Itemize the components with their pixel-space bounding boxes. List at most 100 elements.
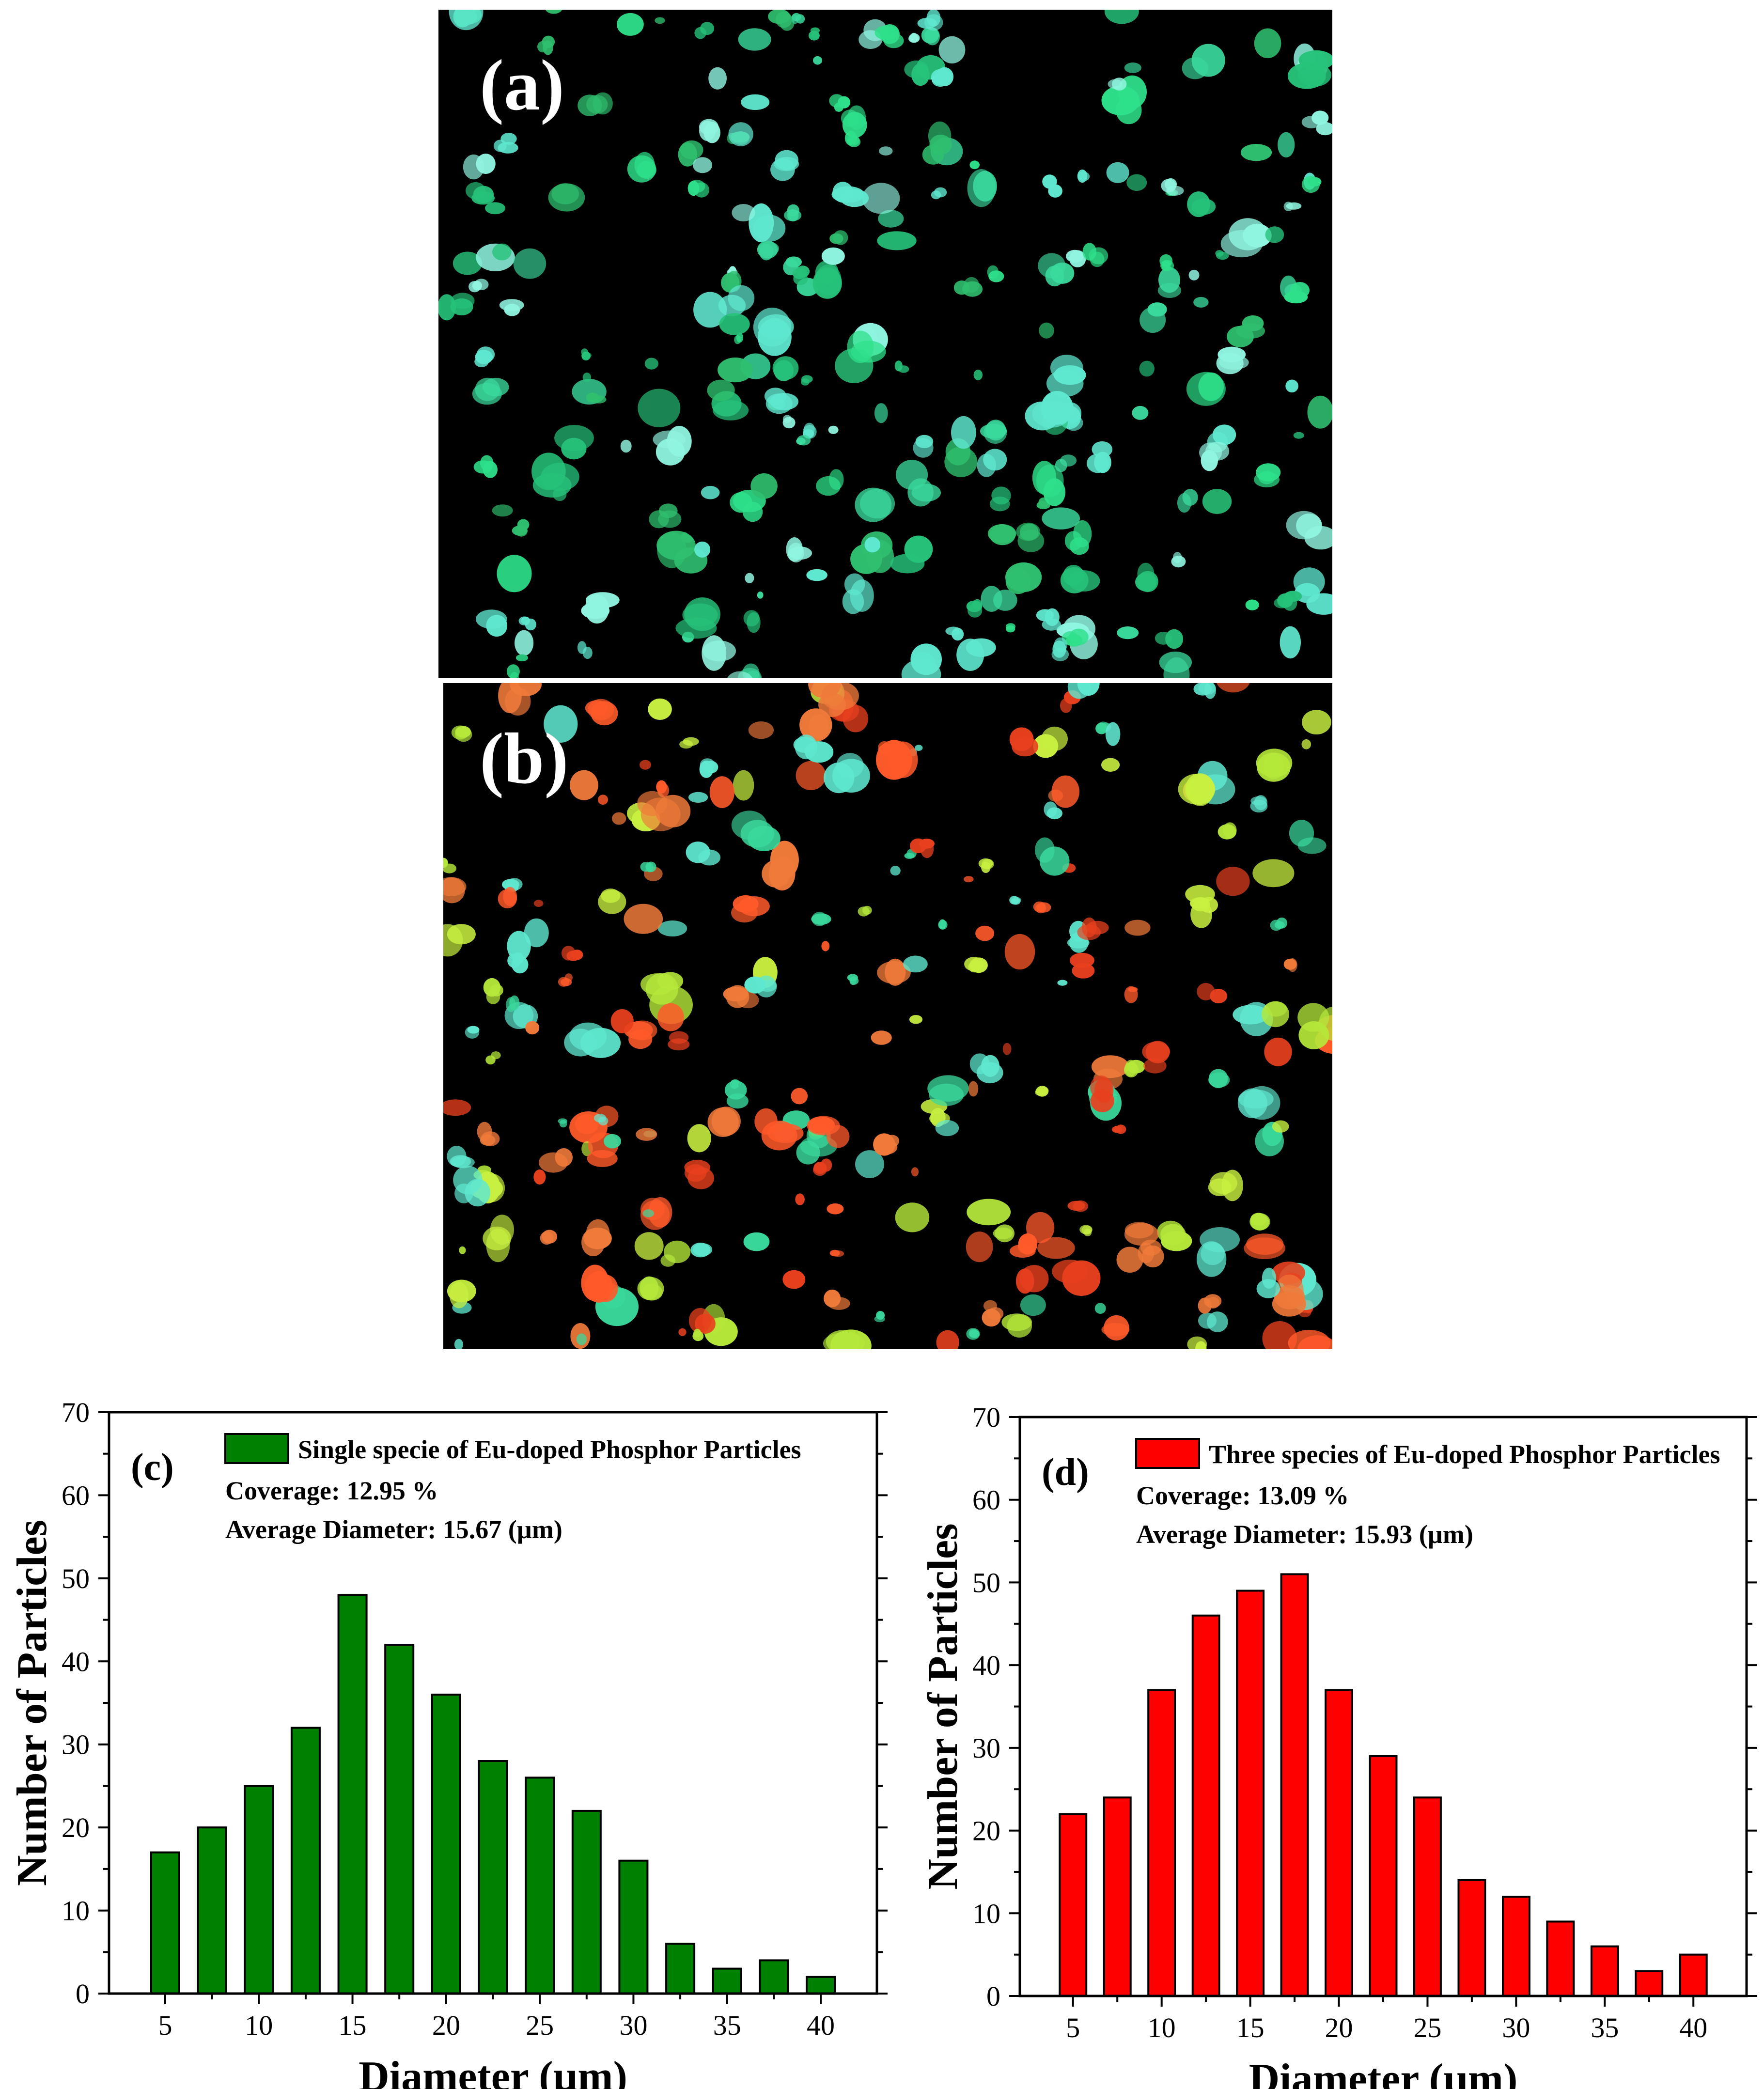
phosphor-particle [903,955,928,973]
phosphor-particle [1026,1212,1055,1244]
x-tick-label: 30 [619,2010,647,2041]
phosphor-particle [801,378,810,386]
phosphor-particle [1212,424,1236,445]
phosphor-particle [871,1030,892,1045]
phosphor-particle [492,243,512,261]
phosphor-particle [915,745,923,751]
phosphor-particle [581,1264,609,1301]
phosphor-particle [838,96,851,109]
bar [759,1959,789,1995]
phosphor-particle [655,795,691,827]
phosphor-particle [531,452,566,490]
phosphor-particle [782,1270,806,1289]
bar [806,1976,836,1995]
phosphor-particle [993,1227,1013,1239]
phosphor-particle [687,1124,711,1153]
phosphor-particle [638,389,681,427]
phosphor-particle [969,957,988,973]
phosphor-particle [1132,405,1149,420]
phosphor-particle [981,586,1002,612]
phosphor-particle [642,1209,655,1217]
phosphor-particle [938,920,948,930]
phosphor-particle [874,25,899,40]
phosphor-particle [966,1232,993,1263]
phosphor-particle [612,812,626,825]
phosphor-particle [657,531,687,568]
phosphor-particle [982,858,994,870]
phosphor-particle [928,121,952,151]
phosphor-particle [708,67,727,90]
phosphor-particle [833,230,848,245]
phosphor-particle [684,1160,710,1175]
y-tick-label: 50 [972,1567,1000,1598]
phosphor-particle [453,251,483,275]
phosphor-particle [620,439,632,453]
bar [1059,1813,1088,1997]
phosphor-particle [497,555,532,592]
phosphor-particle [492,504,513,517]
phosphor-particle [1198,372,1224,401]
phosphor-particle [1316,122,1332,136]
phosphor-particle [1298,50,1332,70]
phosphor-particle [510,683,542,696]
bar [571,1809,602,1995]
phosphor-particle [1301,739,1311,749]
phosphor-particle [709,776,735,808]
phosphor-particle [1002,1043,1012,1055]
phosphor-particle [934,187,947,198]
phosphor-particle [657,1003,684,1031]
phosphor-particle [570,770,598,800]
phosphor-particle [1041,726,1068,751]
bar [1236,1590,1265,1997]
phosphor-particle [664,1240,691,1263]
phosphor-particle [864,537,881,553]
phosphor-particle [1094,1303,1106,1314]
phosphor-particle [828,469,844,490]
x-tick-label: 40 [807,2010,835,2041]
phosphor-particle [1207,1311,1228,1332]
phosphor-particle [703,761,718,774]
phosphor-particle [518,616,530,625]
phosphor-particle [733,770,754,801]
phosphor-particle [443,1099,471,1116]
phosphor-particle [1284,291,1308,304]
phosphor-particle [875,1139,898,1155]
phosphor-particle [1083,1229,1092,1236]
legend-label: Three species of Eu-doped Phosphor Parti… [1209,1440,1720,1469]
phosphor-particle [792,13,801,21]
phosphor-particle [915,435,934,449]
phosphor-particle [1106,162,1129,183]
bar [244,1785,274,1995]
phosphor-particle [742,501,763,522]
phosphor-particle [692,1331,704,1341]
phosphor-particle [447,924,476,945]
phosphor-particle [594,1113,606,1122]
phosphor-particle [975,925,995,941]
phosphor-particle [443,877,465,904]
phosphor-particle [1250,1213,1267,1226]
phosphor-particle [559,1120,567,1128]
phosphor-particle [968,1081,979,1097]
phosphor-particle [575,1114,599,1134]
phosphor-particle [554,425,594,452]
phosphor-particle [1201,1242,1225,1265]
phosphor-particle [576,1333,587,1345]
panel-label-b: (b) [480,718,569,799]
phosphor-particle [793,736,816,753]
bar [1413,1796,1442,1997]
phosphor-particle [796,435,811,446]
phosphor-particle [1005,568,1031,594]
phosphor-particle [719,313,750,335]
phosphor-particle [770,393,798,410]
phosphor-particle [1187,191,1210,218]
phosphor-particle [1163,657,1190,678]
phosphor-particle [924,14,943,31]
phosphor-particle [740,820,774,848]
legend-label: Single specie of Eu-doped Phosphor Parti… [298,1435,801,1464]
phosphor-particle [561,978,572,986]
phosphor-particle [728,285,755,312]
phosphor-particle [988,270,1004,282]
chart-c: 0 10 20 30 40 50 60 70 5 10 15 20 25 30 35 40 Diameter (… [9,1397,888,2089]
phosphor-particle [987,524,1016,543]
phosphor-particle [483,1226,512,1250]
